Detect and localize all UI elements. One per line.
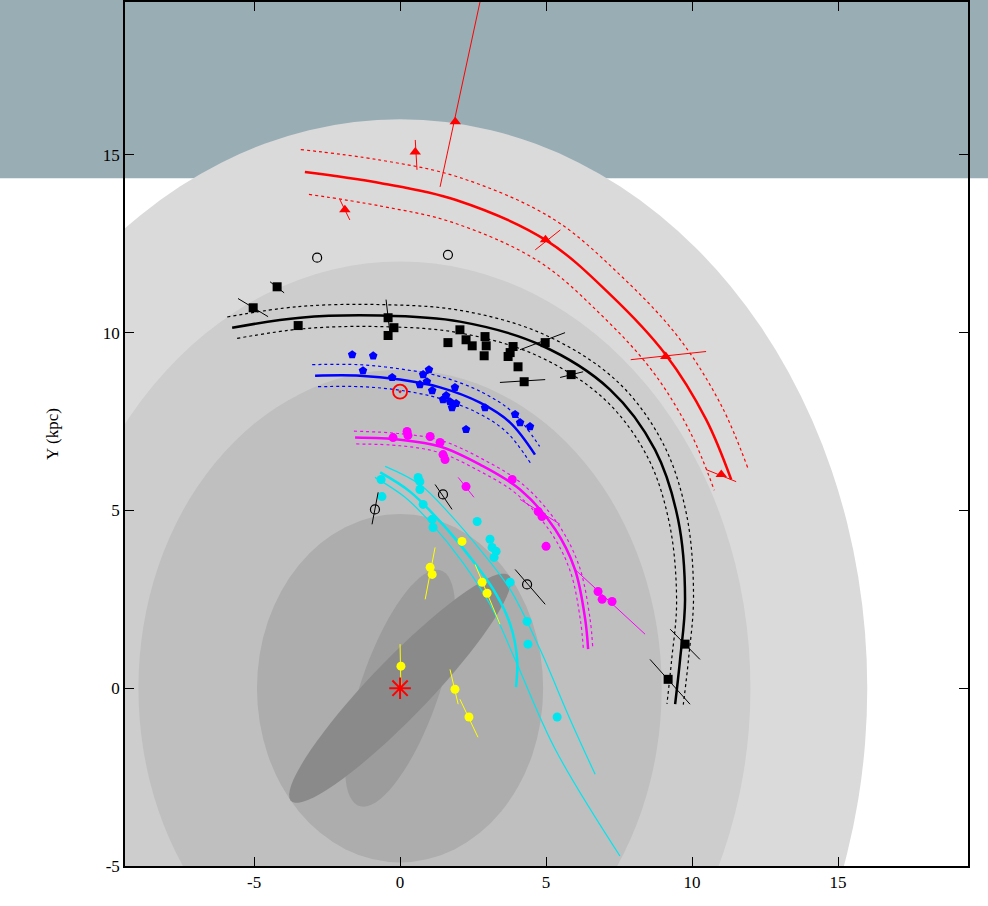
svg-text:15: 15 (830, 873, 847, 892)
svg-text:-5: -5 (247, 873, 261, 892)
svg-text:-5: -5 (106, 857, 120, 876)
svg-text:10: 10 (684, 873, 701, 892)
svg-text:0: 0 (396, 873, 405, 892)
svg-text:15: 15 (103, 146, 120, 165)
svg-text:5: 5 (111, 501, 120, 520)
svg-text:0: 0 (111, 679, 120, 698)
svg-text:10: 10 (103, 324, 120, 343)
svg-text:Y (kpc): Y (kpc) (43, 408, 62, 460)
svg-text:5: 5 (542, 873, 551, 892)
